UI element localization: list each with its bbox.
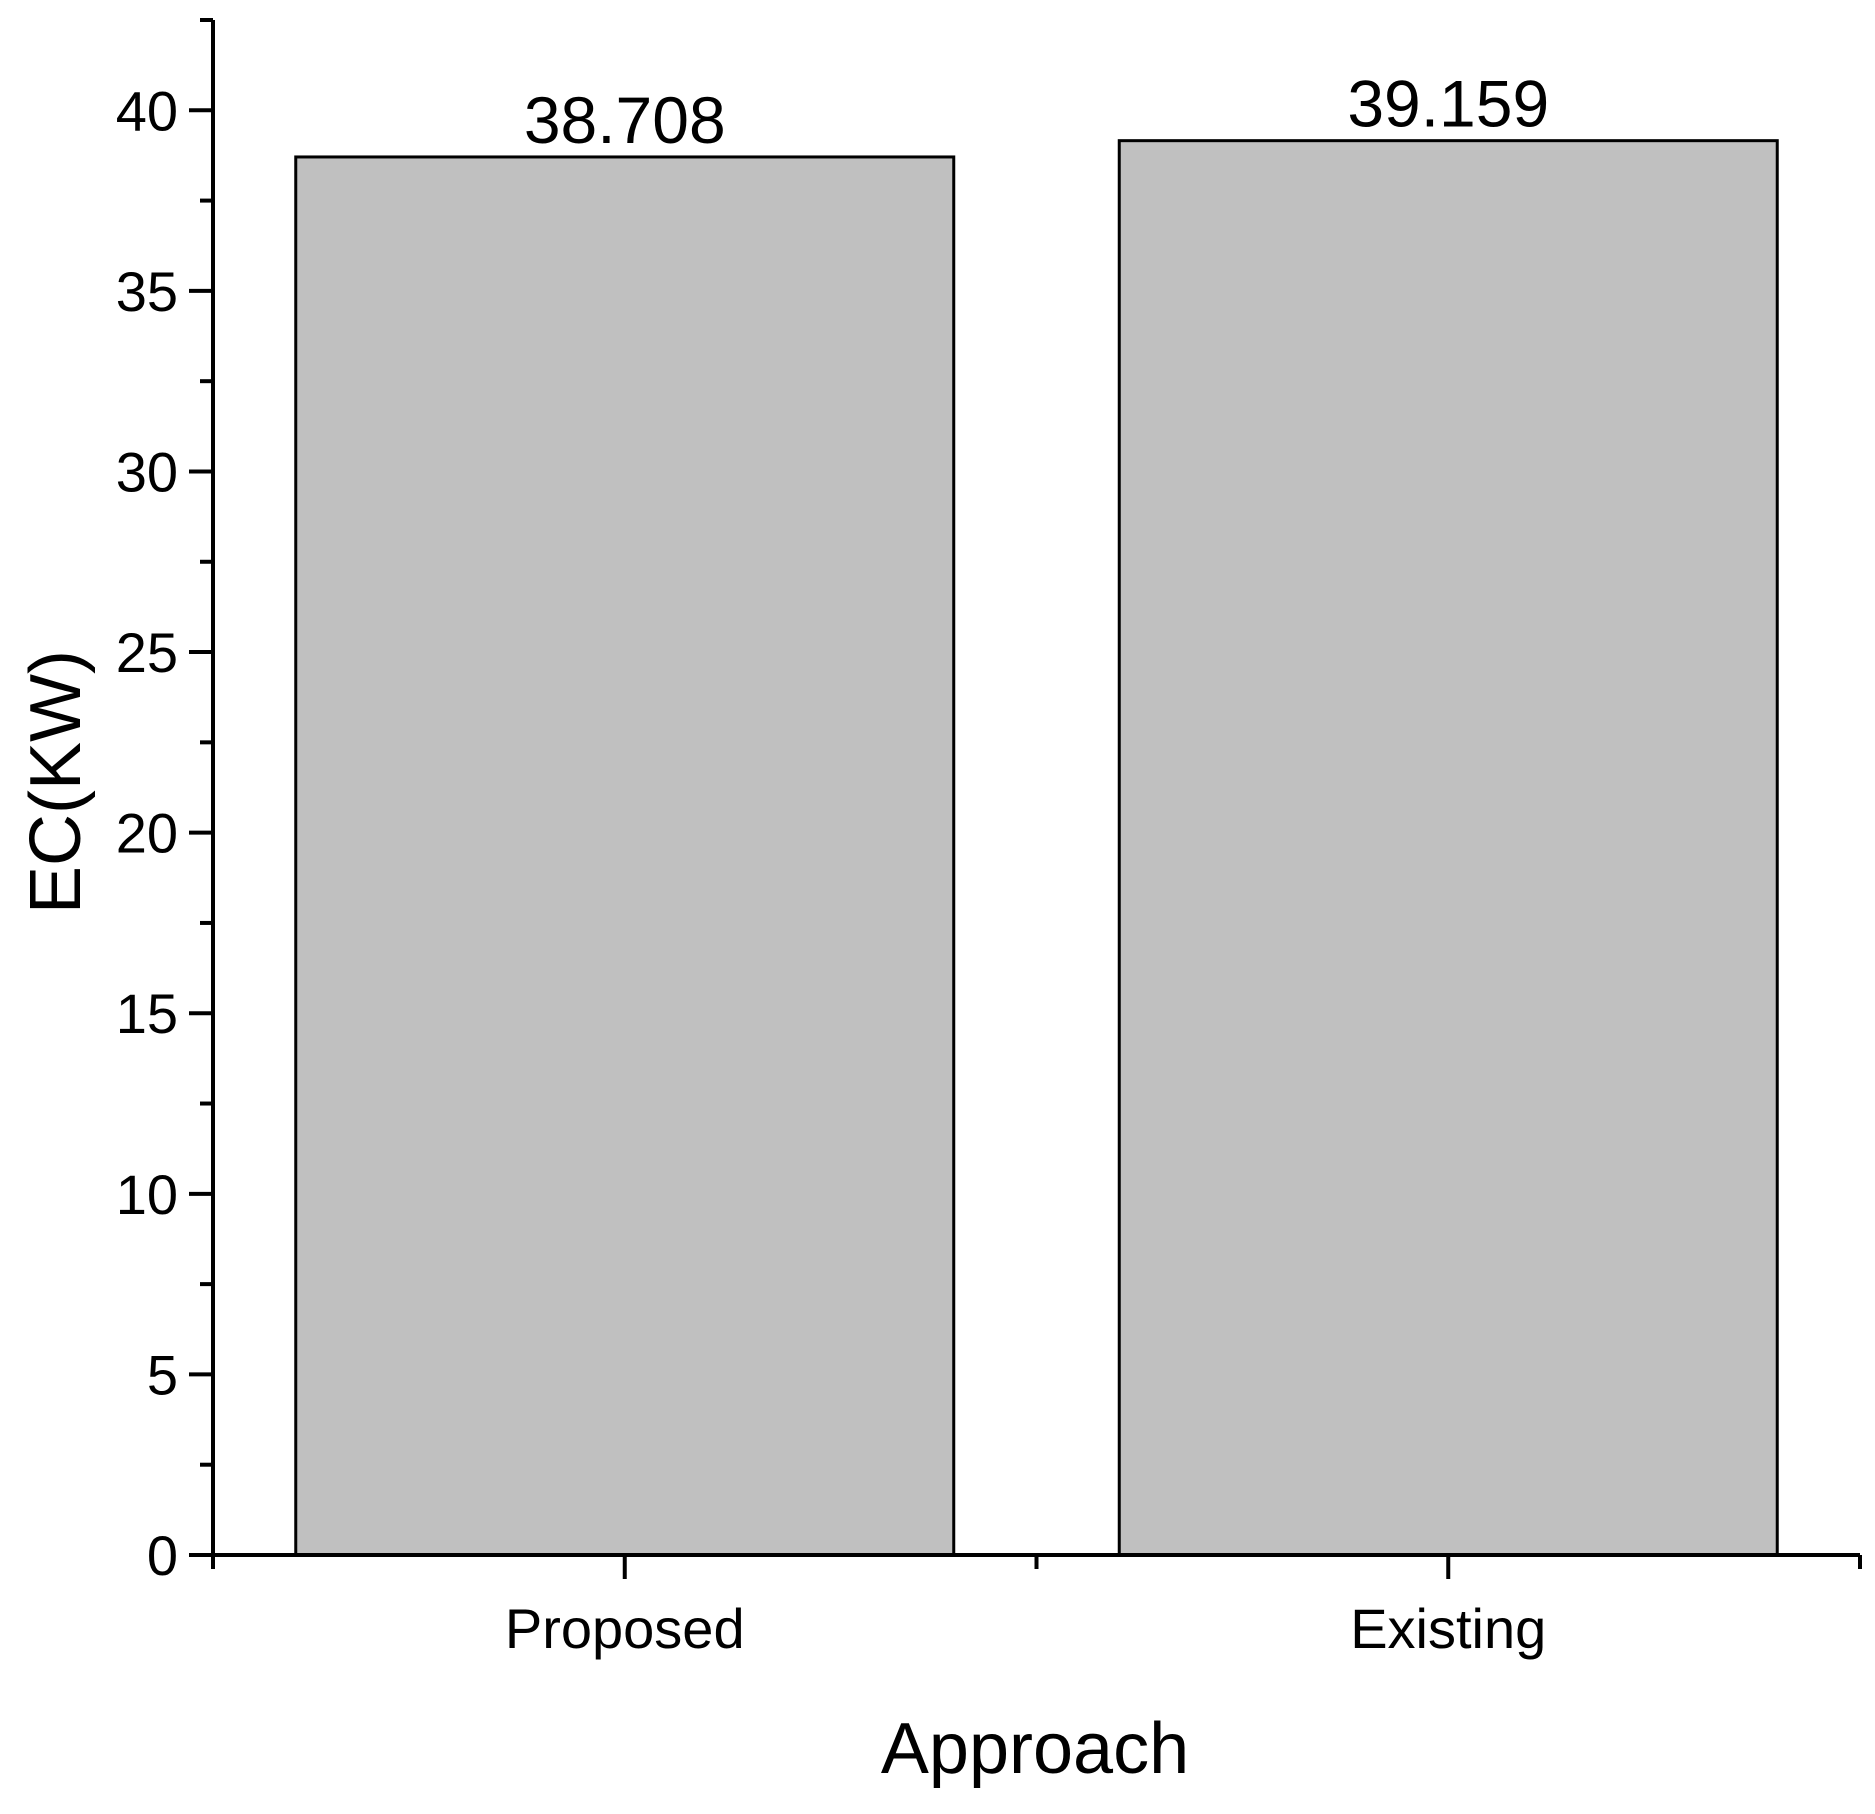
y-tick-label-25: 25 [116,621,178,684]
data-label-proposed: 38.708 [524,83,726,157]
bars-group [294,139,1779,1557]
bar-existing [1117,139,1779,1557]
axes-group [189,18,1862,1579]
bar-proposed [294,155,956,1557]
y-tick-label-20: 20 [116,802,178,865]
y-tick-label-15: 15 [116,982,178,1045]
y-axis-title: EC(KW) [16,650,96,914]
y-tick-label-35: 35 [116,260,178,323]
y-tick-label-30: 30 [116,440,178,503]
x-tick-label-proposed: Proposed [505,1597,745,1660]
x-tick-label-existing: Existing [1350,1597,1546,1660]
y-tick-label-5: 5 [147,1343,178,1406]
labels-group: 38.708 Proposed 39.159 Existing 0 5 10 15 20 25 30… [116,67,1549,1660]
y-tick-label-40: 40 [116,79,178,142]
data-label-existing: 39.159 [1347,67,1549,141]
y-tick-label-0: 0 [147,1524,178,1587]
y-tick-label-10: 10 [116,1163,178,1226]
x-axis-title: Approach [881,1709,1189,1789]
